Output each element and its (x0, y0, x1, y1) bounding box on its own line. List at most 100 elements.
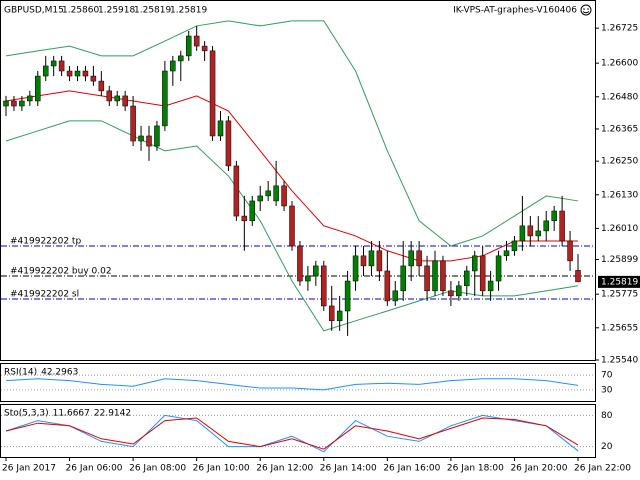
candle-body (249, 200, 256, 222)
y-tick-label: 80 (601, 411, 613, 421)
x-tick-label: 26 Jan 2017 (2, 464, 56, 474)
indicator-value: 11.6667 (53, 409, 90, 419)
candle-body (313, 265, 319, 277)
candle-body (257, 195, 263, 202)
candle-body (42, 65, 49, 77)
candle-body (519, 225, 526, 242)
order-label: #419922202 buy 0.02 (10, 266, 112, 276)
x-tick-label: 26 Jan 16:00 (383, 464, 440, 474)
candle-body (273, 185, 279, 202)
candle-body (384, 270, 391, 302)
candle-body (225, 120, 232, 167)
candle-body (543, 220, 549, 232)
candle-body (82, 70, 89, 77)
ohlc-high: 1.25918 (98, 6, 135, 16)
candle-body (464, 270, 470, 287)
indicator-line (5, 20, 579, 247)
candle-body (146, 135, 152, 147)
x-tick-label: 26 Jan 18:00 (447, 464, 504, 474)
candle-body (297, 245, 303, 282)
candle-body (27, 95, 33, 102)
candle-body (352, 255, 359, 282)
candle-body (162, 70, 168, 127)
current-price-box (598, 275, 640, 288)
ohlc-low: 1.25819 (134, 6, 171, 16)
candle-body (360, 255, 367, 267)
sto-panel (0, 404, 596, 458)
order-label: #419922202 tp (10, 237, 81, 247)
candle-body (376, 250, 383, 272)
candle-body (487, 280, 494, 292)
x-tick-label: 26 Jan 22:00 (574, 464, 631, 474)
candle-body (217, 120, 224, 137)
candle-body (368, 250, 375, 267)
candle-body (58, 60, 65, 72)
indicator-title: RSI(14) (4, 368, 37, 378)
y-tick-label: 1.26480 (601, 92, 638, 102)
indicator-line (5, 378, 579, 391)
candle-body (193, 35, 200, 47)
candle-body (98, 80, 105, 92)
y-tick-label: 1.26010 (601, 224, 638, 234)
indicator-line (5, 414, 579, 453)
candle-body (35, 75, 41, 102)
candle-body (328, 305, 335, 322)
y-tick-label: 1.26130 (601, 190, 638, 200)
smiley (580, 4, 592, 16)
x-tick-label: 26 Jan 12:00 (256, 464, 313, 474)
candle-body (392, 290, 399, 302)
indicator-value: 22.9142 (94, 409, 131, 419)
candle-body (305, 275, 311, 282)
candle-body (154, 125, 160, 147)
y-tick-label: 30 (601, 385, 613, 395)
candle-body (90, 75, 97, 82)
candle-body (511, 240, 518, 252)
candle-body (185, 35, 192, 57)
y-tick-label: 1.26725 (601, 24, 638, 34)
candle-body (106, 90, 113, 102)
x-tick-label: 26 Jan 14:00 (320, 464, 377, 474)
y-tick-label: 1.26250 (601, 157, 638, 167)
candle-body (424, 265, 430, 292)
candle-body (400, 265, 406, 292)
y-tick-label: 1.25899 (601, 255, 638, 265)
candle-body (479, 255, 486, 292)
y-tick-label: 20 (601, 442, 613, 452)
candle-body (471, 255, 478, 272)
candle-body (138, 135, 144, 142)
main-panel (0, 0, 596, 361)
candle-body (209, 50, 216, 137)
candle-body (551, 210, 557, 222)
symbol: GBPUSD,M15 (4, 6, 64, 16)
candle-body (233, 165, 240, 217)
candle-body (74, 70, 81, 77)
candle-body (432, 260, 438, 292)
y-tick-label: 1.25775 (601, 290, 638, 300)
candle-body (241, 215, 248, 222)
candle-body (11, 100, 17, 107)
indicator-line (5, 417, 579, 450)
candle-body (559, 210, 565, 242)
candle-body (3, 100, 9, 107)
candle-body (448, 290, 454, 297)
candle-body (178, 55, 184, 62)
candle-body (201, 45, 208, 52)
candle-body (114, 95, 120, 102)
y-tick-label: 70 (601, 371, 613, 381)
x-tick-label: 26 Jan 08:00 (129, 464, 186, 474)
candle-body (19, 100, 25, 107)
candle-body (66, 70, 73, 77)
y-tick-label: 1.26365 (601, 124, 638, 134)
x-tick-label: 26 Jan 10:00 (193, 464, 250, 474)
candle-body (527, 225, 534, 237)
x-tick-label: 26 Jan 20:00 (510, 464, 567, 474)
candle-body (50, 60, 57, 67)
candle-body (567, 240, 573, 262)
indicator-value: 42.2963 (41, 368, 78, 378)
candle-body (456, 285, 462, 297)
y-tick-label: 1.26600 (601, 59, 638, 69)
candle-body (336, 310, 343, 322)
candle-body (416, 250, 422, 267)
